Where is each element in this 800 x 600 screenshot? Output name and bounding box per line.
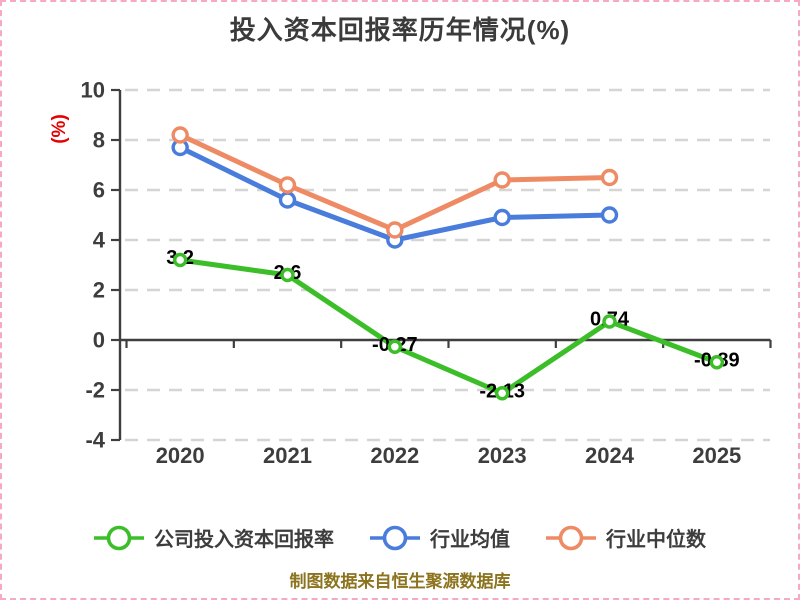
data-point-industry-mean-2024 (600, 206, 619, 224)
legend-marker-industry-mean (370, 525, 420, 550)
x-axis-label-2023: 2023 (478, 443, 527, 468)
legend-item-industry-median[interactable]: 行业中位数 (546, 523, 706, 552)
data-point-industry-median-2020 (171, 126, 189, 144)
legend-label-company-roic: 公司投入资本回报率 (154, 529, 334, 551)
y-axis-unit-label: (%) (49, 114, 70, 144)
y-axis-tick-label: -2 (85, 378, 105, 403)
data-point-company-roic-2022 (387, 339, 403, 354)
x-axis-label-2022: 2022 (370, 443, 419, 468)
legend-label-industry-mean: 行业均值 (430, 529, 510, 551)
data-point-industry-median-2022 (386, 221, 404, 239)
data-point-industry-median-2021 (278, 176, 297, 194)
legend-marker-circle (106, 525, 132, 550)
y-axis-tick-label: 10 (81, 78, 105, 103)
y-axis-tick-label: 4 (93, 228, 106, 253)
data-source-note: 制图数据来自恒生聚源数据库 (289, 572, 511, 591)
x-axis-label-2024: 2024 (585, 443, 635, 468)
legend-marker-company-roic (94, 525, 144, 550)
legend-label-industry-median: 行业中位数 (606, 529, 706, 551)
chart-title: 投入资本回报率历年情况(%) (229, 15, 571, 45)
legend-item-company-roic[interactable]: 公司投入资本回报率 (94, 523, 334, 552)
data-point-company-roic-2021 (280, 267, 295, 283)
series-line-company-roic (177, 257, 720, 396)
data-point-industry-mean-2021 (278, 191, 297, 209)
y-axis-tick-label: 6 (93, 178, 105, 203)
data-point-company-roic-2024 (602, 314, 617, 329)
data-point-industry-median-2023 (493, 171, 511, 189)
data-point-company-roic-2020 (172, 252, 188, 268)
x-axis-label-2021: 2021 (263, 443, 312, 468)
legend-marker-circle (382, 525, 408, 550)
y-axis-tick-label: 0 (93, 328, 105, 353)
legend-item-industry-mean[interactable]: 行业均值 (370, 523, 510, 552)
y-axis-tick-label: 2 (93, 278, 105, 303)
legend: 公司投入资本回报率 行业均值 行业中位数 (2, 523, 798, 552)
y-axis-tick-label: 8 (93, 128, 105, 153)
y-axis-tick-label: -4 (85, 428, 105, 453)
data-point-industry-median-2024 (600, 168, 619, 187)
legend-marker-industry-median (546, 525, 596, 550)
data-point-company-roic-2025 (709, 355, 725, 370)
x-axis-label-2025: 2025 (692, 443, 741, 468)
legend-marker-circle (558, 525, 584, 550)
data-point-company-roic-2023 (494, 386, 510, 401)
x-axis-label-2020: 2020 (156, 443, 205, 468)
data-point-industry-mean-2023 (493, 208, 511, 227)
